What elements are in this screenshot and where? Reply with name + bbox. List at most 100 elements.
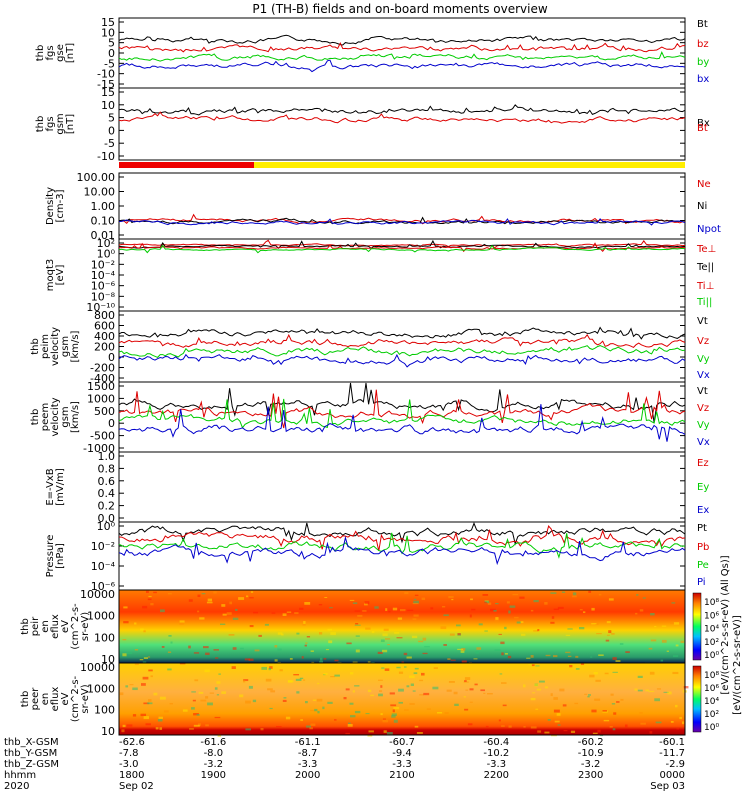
spectrogram-pixel bbox=[150, 603, 154, 606]
spectrogram-pixel bbox=[412, 603, 419, 605]
xaxis-value: 1900 bbox=[201, 770, 226, 781]
spectrogram-pixel bbox=[579, 609, 583, 611]
spectrogram-pixel bbox=[572, 595, 577, 598]
spectrogram-pixel bbox=[220, 623, 226, 625]
spectrogram-pixel bbox=[612, 728, 616, 731]
spectrogram-pixel bbox=[635, 612, 638, 615]
spectrogram-pixel bbox=[463, 696, 466, 698]
ytick-label: 0.10 bbox=[91, 215, 116, 228]
ylabel-peim_velocity: thbpeimvelocitygsm[km/s] bbox=[30, 327, 81, 366]
spectrogram-pixel bbox=[470, 598, 473, 601]
ylabel-line: eV bbox=[60, 692, 71, 705]
spectrogram-pixel bbox=[132, 714, 137, 717]
ylabel-line: velocity bbox=[50, 327, 61, 366]
ytick-label: 0 bbox=[108, 417, 115, 430]
spectrogram-pixel bbox=[310, 650, 314, 652]
ytick-label: 15 bbox=[101, 16, 115, 29]
ytick-label: 100 bbox=[94, 631, 115, 644]
spectrogram-pixel bbox=[500, 641, 505, 645]
spectrogram-pixel bbox=[170, 641, 173, 644]
frame-efield bbox=[118, 451, 686, 523]
spectrogram-pixel bbox=[147, 702, 153, 705]
spectrogram-pixel bbox=[392, 709, 395, 713]
spectrogram-pixel bbox=[648, 690, 655, 693]
spectrogram-pixel bbox=[464, 680, 467, 682]
series-line-Pt bbox=[118, 522, 686, 546]
spectrogram-pixel bbox=[619, 643, 624, 645]
xaxis-value: -3.0 bbox=[119, 759, 139, 770]
spectrogram-pixel bbox=[385, 608, 388, 611]
spectrogram-pixel bbox=[557, 724, 561, 726]
spectrogram-pixel bbox=[572, 592, 577, 596]
spectrogram-pixel bbox=[605, 639, 610, 642]
spectrogram-pixel bbox=[217, 734, 222, 737]
ytick-label: 10 bbox=[101, 653, 115, 666]
spectrogram-pixel bbox=[422, 652, 428, 655]
frame-density bbox=[118, 172, 686, 240]
ylabel-line: thb bbox=[20, 618, 31, 635]
spectrogram-pixel bbox=[228, 634, 235, 636]
spectrogram-pixel bbox=[574, 702, 579, 705]
spectrogram-pixel bbox=[258, 634, 262, 637]
spectrogram-pixel bbox=[122, 724, 126, 728]
legend-density-Npot: Npot bbox=[697, 224, 721, 235]
panel-peim_velocity: thbpeimvelocitygsm[km/s] 8006004002000-20… bbox=[30, 309, 710, 385]
legend-efield-Ez: Ez bbox=[697, 458, 709, 469]
spectrogram-pixel bbox=[650, 613, 655, 616]
spectrogram-pixel bbox=[197, 610, 200, 613]
spectrogram-pixel bbox=[539, 680, 545, 683]
spectrogram-pixel bbox=[125, 685, 129, 688]
ylabel-line: moqt3 bbox=[45, 259, 56, 292]
ytick-label: 800 bbox=[94, 309, 115, 322]
spectrogram-pixel bbox=[245, 700, 251, 704]
spectrogram-pixel bbox=[406, 656, 412, 659]
spectrogram-pixel bbox=[245, 728, 251, 731]
spectrogram-pixel bbox=[413, 672, 418, 675]
spectrogram-pixel bbox=[588, 590, 592, 593]
ytick-label: 10⁻⁴ bbox=[91, 269, 116, 282]
spectrogram-pixel bbox=[509, 605, 516, 608]
spectrogram-pixel bbox=[487, 602, 492, 605]
legend-peem_velocity-Vz: Vz bbox=[697, 403, 709, 414]
spectrogram-pixel bbox=[134, 649, 139, 651]
spectrogram-pixel bbox=[591, 607, 595, 611]
legend-peem_velocity-Vy: Vy bbox=[697, 420, 710, 431]
spectrogram-pixel bbox=[498, 719, 501, 722]
series-line-Vt bbox=[118, 382, 686, 423]
spectrogram-pixel bbox=[179, 663, 186, 665]
spectrogram-pixel bbox=[550, 621, 555, 624]
spectrogram-pixel bbox=[530, 697, 536, 701]
colorbar-tick: 10⁰ bbox=[704, 651, 719, 661]
spectrogram-pixel bbox=[422, 637, 427, 641]
xaxis-value: -8.0 bbox=[204, 748, 224, 759]
series-line-by bbox=[118, 51, 686, 62]
spectrogram-pixel bbox=[310, 723, 316, 726]
spectrogram-pixel bbox=[613, 712, 617, 715]
spectrogram-pixel bbox=[523, 684, 526, 688]
xaxis-value: 2300 bbox=[578, 770, 603, 781]
spectrogram-pixel bbox=[673, 622, 680, 625]
spectrogram-pixel bbox=[194, 679, 199, 682]
series-line-Ti⊥ bbox=[118, 242, 686, 253]
ytick-label: 0 bbox=[108, 47, 115, 60]
spectrogram-pixel bbox=[382, 633, 388, 637]
spectrogram-pixel bbox=[551, 734, 557, 737]
spectrogram-pixel bbox=[304, 644, 307, 647]
spectrogram-pixel bbox=[634, 688, 638, 691]
spectrogram-pixel bbox=[592, 732, 598, 735]
spectrogram-pixel bbox=[145, 723, 151, 726]
spectrogram-pixel bbox=[365, 627, 371, 630]
spectrogram-pixel bbox=[553, 608, 560, 611]
ytick-label: -5 bbox=[104, 57, 115, 70]
spectrogram-pixel bbox=[270, 690, 276, 693]
spectrogram-pixel bbox=[570, 730, 576, 733]
spectrogram-pixel bbox=[404, 592, 409, 595]
legend-peim_velocity-Vz: Vz bbox=[697, 336, 709, 347]
xaxis-value: -10.9 bbox=[578, 748, 604, 759]
spectrogram-pixel bbox=[143, 702, 150, 705]
spectrogram-pixel bbox=[157, 719, 163, 722]
ylabel-line: sr-eV) bbox=[80, 684, 91, 713]
ylabel-line: thb bbox=[30, 409, 41, 426]
spectrogram-pixel bbox=[469, 688, 474, 691]
spectrogram-pixel bbox=[465, 689, 469, 691]
